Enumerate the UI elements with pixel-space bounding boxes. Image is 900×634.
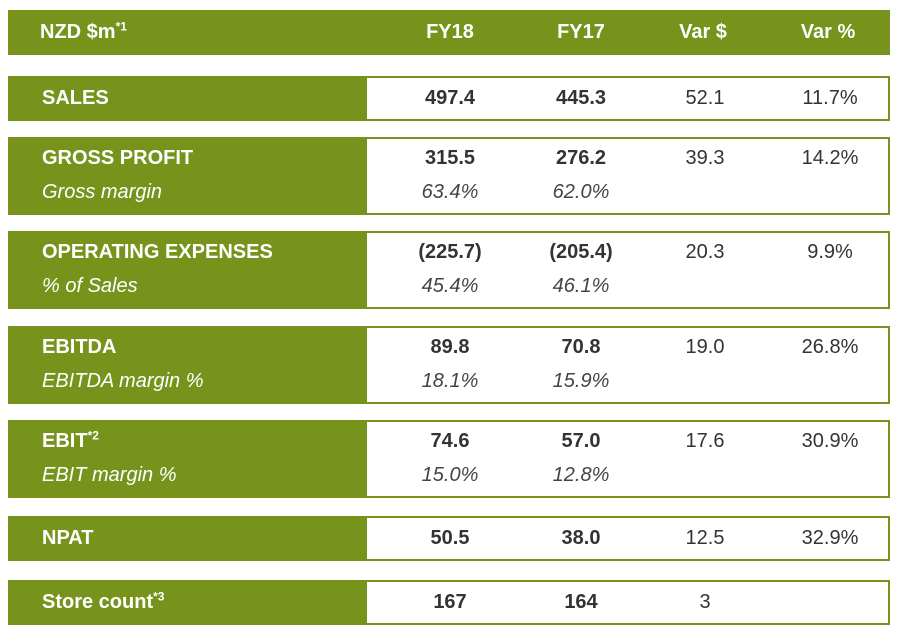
row-sales: SALES 497.4 445.3 52.1 11.7% bbox=[8, 76, 890, 121]
row-label: GROSS PROFIT bbox=[42, 147, 194, 169]
row-label-cell: OPERATING EXPENSES % of Sales bbox=[10, 233, 367, 307]
fy18-value: 315.5 bbox=[424, 147, 476, 169]
fy18-value: 89.8 bbox=[430, 336, 470, 358]
row-label: NPAT bbox=[42, 527, 94, 549]
row-sub-label: EBITDA margin % bbox=[42, 370, 204, 392]
fy17-value: 57.0 bbox=[561, 430, 601, 452]
var-pct-value bbox=[770, 582, 890, 623]
var-pct-value: 26.8% bbox=[801, 336, 859, 358]
row-ebit: EBIT*2 EBIT margin % 74.6 57.0 15.0% 12.… bbox=[8, 420, 890, 498]
row-label: EBIT*2 bbox=[42, 428, 99, 452]
row-ebitda: EBITDA EBITDA margin % 89.8 70.8 18.1% 1… bbox=[8, 326, 890, 404]
table-header: NZD $m*1 FY18 FY17 Var $ Var % bbox=[8, 10, 890, 55]
row-label-cell: NPAT bbox=[10, 518, 367, 559]
header-fy18: FY18 bbox=[426, 21, 474, 43]
fy18-value: (225.7) bbox=[418, 241, 482, 263]
fy17-value: 38.0 bbox=[561, 527, 601, 549]
row-npat: NPAT 50.5 38.0 12.5 32.9% bbox=[8, 516, 890, 561]
var-dollar-value: 52.1 bbox=[685, 87, 725, 109]
var-dollar-value: 39.3 bbox=[685, 147, 725, 169]
fy18-value: 74.6 bbox=[430, 430, 470, 452]
var-dollar-value: 20.3 bbox=[685, 241, 725, 263]
var-dollar-value: 12.5 bbox=[685, 527, 725, 549]
row-sub-label: % of Sales bbox=[42, 275, 138, 297]
row-label: SALES bbox=[42, 87, 109, 109]
fy17-value: (205.4) bbox=[549, 241, 613, 263]
fy18-value: 50.5 bbox=[430, 527, 470, 549]
fy18-sub-value: 45.4% bbox=[421, 275, 479, 297]
row-label-cell: Store count*3 bbox=[10, 582, 367, 623]
var-dollar-value: 19.0 bbox=[685, 336, 725, 358]
fy17-value: 445.3 bbox=[555, 87, 607, 109]
row-label-cell: GROSS PROFIT Gross margin bbox=[10, 139, 367, 213]
var-pct-value: 14.2% bbox=[801, 147, 859, 169]
row-sub-label: EBIT margin % bbox=[42, 464, 177, 486]
var-pct-value: 11.7% bbox=[802, 87, 858, 109]
fy18-value: 167 bbox=[433, 591, 467, 613]
row-gross-profit: GROSS PROFIT Gross margin 315.5 276.2 63… bbox=[8, 137, 890, 215]
header-currency-label: NZD $m*1 bbox=[40, 19, 127, 43]
row-label: Store count*3 bbox=[42, 589, 165, 613]
row-operating-expenses: OPERATING EXPENSES % of Sales (225.7) (2… bbox=[8, 231, 890, 309]
row-label: EBITDA bbox=[42, 336, 117, 358]
row-label-cell: EBITDA EBITDA margin % bbox=[10, 328, 367, 402]
row-label-cell: EBIT*2 EBIT margin % bbox=[10, 422, 367, 496]
var-pct-value: 30.9% bbox=[801, 430, 859, 452]
fy17-sub-value: 62.0% bbox=[552, 181, 610, 203]
fy17-sub-value: 12.8% bbox=[552, 464, 610, 486]
row-label: OPERATING EXPENSES bbox=[42, 241, 273, 263]
row-sub-label: Gross margin bbox=[42, 181, 163, 203]
row-label-cell: SALES bbox=[10, 78, 367, 119]
fy17-sub-value: 15.9% bbox=[552, 370, 610, 392]
fy18-value: 497.4 bbox=[424, 87, 476, 109]
header-var-pct: Var % bbox=[800, 21, 856, 43]
fy18-sub-value: 63.4% bbox=[421, 181, 479, 203]
fy17-value: 70.8 bbox=[561, 336, 601, 358]
fy17-value: 164 bbox=[564, 591, 598, 613]
fy17-sub-value: 46.1% bbox=[552, 275, 610, 297]
fy18-sub-value: 18.1% bbox=[421, 370, 479, 392]
header-fy17: FY17 bbox=[557, 21, 605, 43]
var-pct-value: 9.9% bbox=[807, 241, 853, 263]
header-var-dollar: Var $ bbox=[679, 21, 727, 43]
row-store-count: Store count*3 167 164 3 bbox=[8, 580, 890, 625]
fy17-value: 276.2 bbox=[555, 147, 607, 169]
var-dollar-value: 17.6 bbox=[685, 430, 725, 452]
var-pct-value: 32.9% bbox=[801, 527, 859, 549]
var-dollar-value: 3 bbox=[699, 591, 711, 613]
fy18-sub-value: 15.0% bbox=[421, 464, 479, 486]
